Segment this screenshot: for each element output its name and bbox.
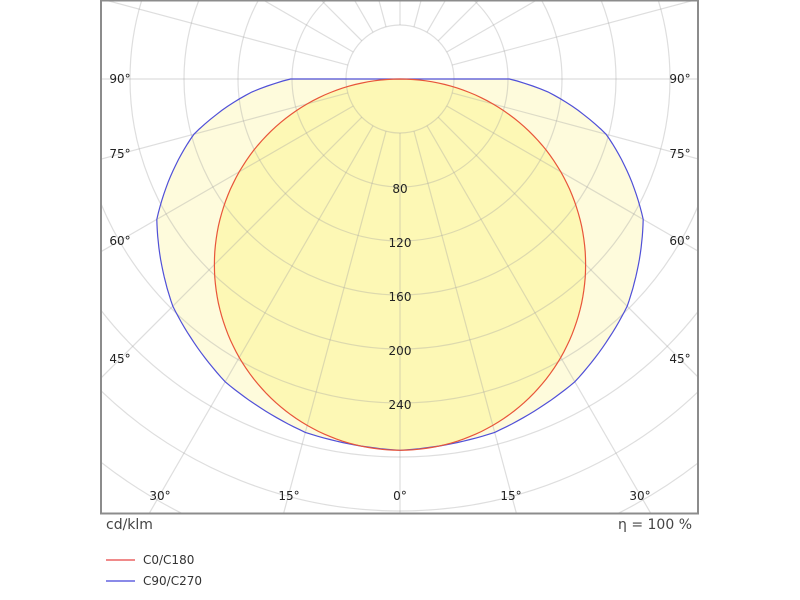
efficiency-label: η = 100 % (618, 517, 692, 533)
radial-tick-label: 80 (392, 182, 408, 196)
legend-label: C0/C180 (143, 552, 195, 567)
angle-label: 60° (109, 234, 131, 248)
radial-tick-label: 120 (388, 236, 412, 250)
legend-label: C90/C270 (143, 573, 202, 588)
radial-tick-label: 240 (388, 398, 412, 412)
curve-fill (214, 79, 586, 451)
curve-c0-c180 (213, 78, 587, 451)
angle-label: 60° (669, 234, 691, 248)
legend-swatch-blue (106, 579, 135, 582)
angle-label: 45° (669, 352, 691, 366)
angle-label: 90° (109, 72, 131, 86)
plot-frame (100, 0, 699, 515)
angle-label: 45° (109, 352, 131, 366)
angle-label: 30° (629, 489, 651, 503)
radial-tick-label: 160 (388, 290, 412, 304)
angle-label: 75° (669, 147, 691, 161)
angle-label: 0° (393, 489, 407, 503)
angle-label: 15° (278, 489, 300, 503)
legend-item-c0-c180: C0/C180 (106, 549, 202, 570)
legend-swatch-red (106, 558, 135, 561)
unit-label: cd/klm (106, 517, 153, 533)
angle-label: 75° (109, 147, 131, 161)
curve-fills (156, 79, 644, 451)
legend-item-c90-c270: C90/C270 (106, 570, 202, 591)
angle-label: 30° (149, 489, 171, 503)
radial-tick-label: 200 (388, 344, 412, 358)
curve-lines (156, 78, 644, 451)
angle-label: 15° (500, 489, 522, 503)
legend: C0/C180 C90/C270 (106, 549, 202, 591)
angle-label: 90° (669, 72, 691, 86)
